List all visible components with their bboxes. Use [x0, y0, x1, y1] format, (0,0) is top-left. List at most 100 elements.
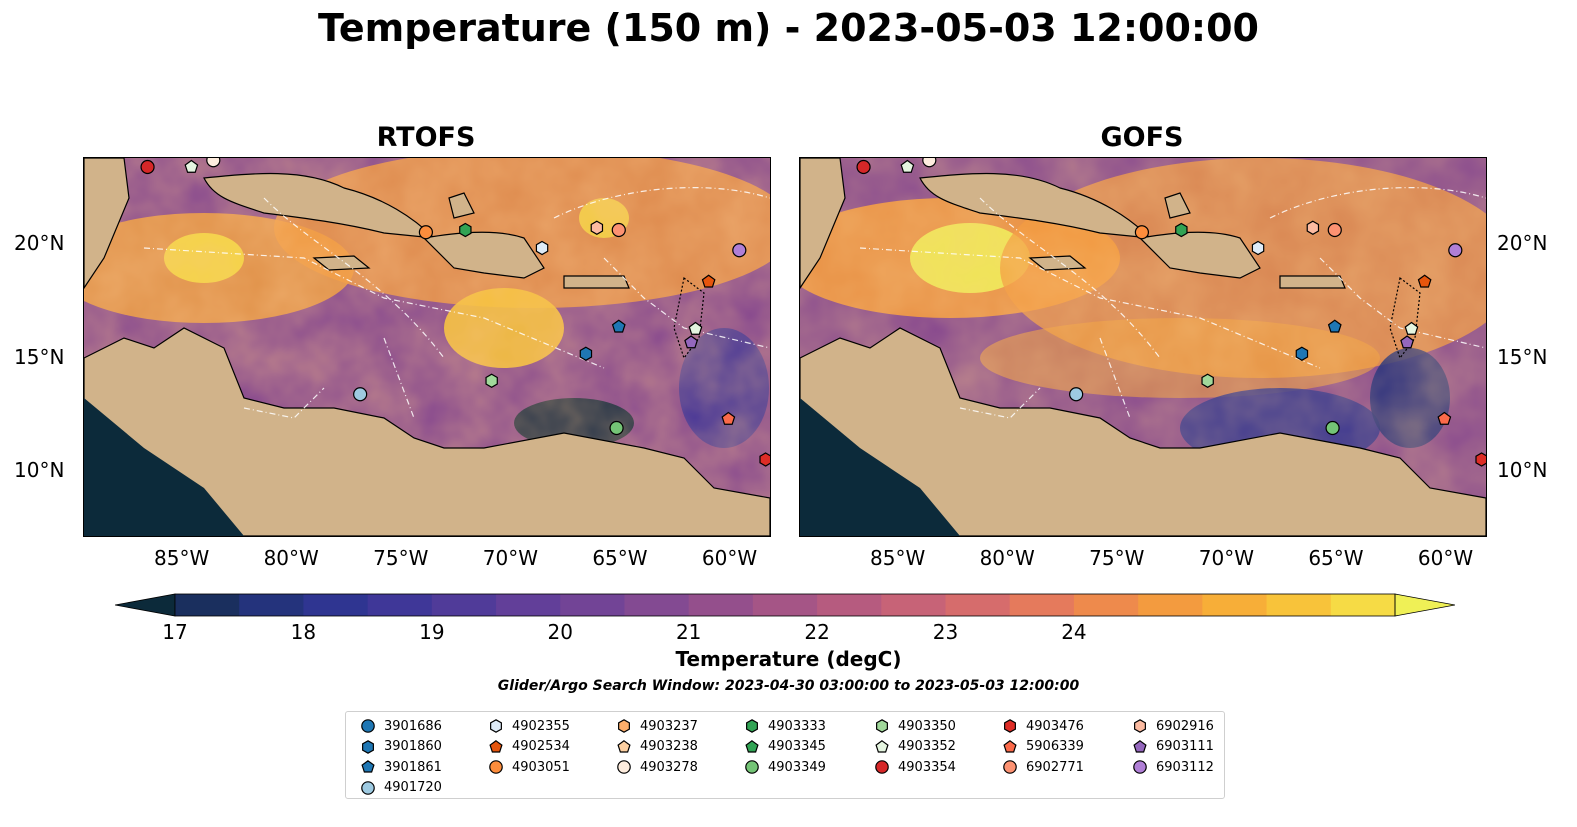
legend-item-4903333: 4903333	[744, 716, 826, 736]
lon-tick-label: 60°W	[701, 546, 758, 570]
colorbar-segment	[303, 594, 369, 616]
float-marker-3901860[interactable]	[579, 346, 593, 361]
float-marker-4903278[interactable]	[206, 158, 221, 168]
colorbar-segment	[1266, 594, 1332, 616]
legend-label: 6902916	[1156, 718, 1214, 734]
legend-label: 6903111	[1156, 739, 1214, 754]
float-marker-4902355[interactable]	[535, 240, 549, 256]
circle-marker-icon	[1133, 760, 1147, 774]
pentagon-marker-icon	[489, 739, 503, 753]
colorbar-segment	[431, 594, 497, 616]
float-marker-4901720[interactable]	[1069, 387, 1084, 402]
float-marker-6902916[interactable]	[590, 220, 604, 235]
colorbar-tick-label: 20	[547, 620, 573, 644]
float-marker-4903352[interactable]	[1404, 321, 1419, 335]
float-marker-4903476[interactable]	[1475, 452, 1486, 467]
float-marker-6902771[interactable]	[1327, 222, 1342, 238]
float-marker-4903051[interactable]	[418, 225, 434, 240]
pentagon-marker-icon	[745, 739, 759, 753]
colorbar-tick-label: 24	[1061, 620, 1087, 644]
legend-label: 4903352	[898, 739, 956, 754]
legend-label: 3901861	[384, 759, 442, 775]
lon-tick-label: 80°W	[979, 546, 1035, 570]
lon-tick-label: 65°W	[1308, 546, 1364, 570]
colorbar-segment	[752, 594, 818, 616]
legend-item-4903237: 4903237	[616, 716, 698, 736]
legend-label: 4903354	[898, 759, 956, 775]
float-marker-4903051[interactable]	[1134, 225, 1150, 240]
float-marker-4902534[interactable]	[1417, 274, 1432, 288]
legend-item-4903051: 4903051	[488, 757, 570, 777]
float-marker-4903352[interactable]	[900, 159, 915, 173]
colorbar-segment	[367, 594, 433, 616]
float-marker-4903352[interactable]	[184, 159, 199, 173]
panel-title-rtofs: RTOFS	[376, 122, 476, 153]
colorbar-segment	[1202, 594, 1268, 616]
lat-tick-right-20n: 20°N	[1497, 231, 1548, 255]
float-marker-3901861[interactable]	[1327, 319, 1342, 333]
hexagon-marker-icon	[618, 719, 630, 733]
legend-item-6903112: 6903112	[1132, 757, 1214, 777]
legend-item-3901686: 3901686	[360, 716, 442, 736]
float-marker-4903349[interactable]	[609, 420, 624, 436]
float-marker-5906339[interactable]	[721, 411, 736, 425]
legend-item-4902355: 4902355	[488, 716, 570, 736]
float-marker-4901720[interactable]	[353, 387, 368, 402]
legend-item-4903278: 4903278	[616, 757, 698, 777]
colorbar-segment	[175, 594, 240, 616]
legend-label: 4903051	[512, 759, 570, 775]
pentagon-marker-icon	[361, 760, 375, 773]
lat-tick-left-15n: 15°N	[14, 345, 65, 369]
hexagon-marker-icon	[876, 719, 888, 733]
float-marker-4903350[interactable]	[485, 373, 498, 388]
lon-tick-label: 65°W	[592, 546, 648, 570]
temperature-colorbar	[115, 593, 1455, 617]
colorbar-segment	[817, 594, 882, 616]
lon-tick-label: 70°W	[482, 546, 538, 570]
legend-label: 4902534	[512, 739, 570, 754]
float-marker-6903111[interactable]	[684, 335, 698, 349]
hexagon-marker-icon	[490, 719, 502, 733]
colorbar-segment	[881, 594, 947, 616]
float-marker-3901861[interactable]	[611, 319, 626, 333]
float-marker-4903350[interactable]	[1201, 373, 1214, 388]
lon-tick-label: 85°W	[154, 546, 210, 570]
legend-item-4903476: 4903476	[1002, 716, 1084, 736]
map-panel-gofs[interactable]	[799, 157, 1487, 537]
pentagon-marker-icon	[617, 739, 631, 753]
float-marker-3901860[interactable]	[1295, 346, 1309, 361]
float-marker-6903112[interactable]	[732, 243, 747, 258]
float-marker-4903278[interactable]	[922, 158, 937, 168]
search-window-text: Glider/Argo Search Window: 2023-04-30 03…	[497, 678, 1080, 694]
float-marker-4903354[interactable]	[140, 159, 155, 175]
legend-item-6902771: 6902771	[1002, 757, 1084, 777]
float-marker-4903333[interactable]	[1175, 222, 1188, 238]
float-marker-6902771[interactable]	[611, 222, 626, 238]
float-marker-6903112[interactable]	[1448, 243, 1463, 258]
float-marker-4903352[interactable]	[688, 321, 703, 335]
lon-tick-label: 60°W	[1417, 546, 1474, 570]
float-marker-4903476[interactable]	[759, 452, 770, 467]
legend-label: 4903345	[768, 739, 826, 754]
float-marker-6903111[interactable]	[1400, 335, 1414, 349]
colorbar-segment	[1330, 594, 1396, 616]
colorbar-tick-label: 19	[419, 620, 445, 644]
float-marker-4903354[interactable]	[856, 159, 871, 175]
circle-marker-icon	[489, 760, 503, 774]
map-panel-rtofs[interactable]	[83, 157, 771, 537]
colorbar-segment	[560, 594, 625, 616]
lon-tick-label: 75°W	[373, 546, 429, 570]
float-marker-4903333[interactable]	[459, 222, 472, 238]
pentagon-marker-icon	[875, 739, 889, 753]
lat-tick-right-10n: 10°N	[1497, 458, 1548, 482]
legend-item-4902534: 4902534	[488, 737, 570, 757]
legend-label: 4903476	[1026, 718, 1084, 734]
float-marker-6902916[interactable]	[1306, 220, 1320, 235]
legend-item-4903354: 4903354	[874, 757, 956, 777]
float-marker-4902355[interactable]	[1251, 240, 1265, 256]
lat-tick-left-20n: 20°N	[14, 231, 65, 255]
float-marker-4902534[interactable]	[701, 274, 716, 288]
figure-title: Temperature (150 m) - 2023-05-03 12:00:0…	[317, 6, 1259, 50]
float-marker-4903349[interactable]	[1325, 420, 1340, 436]
float-marker-5906339[interactable]	[1437, 411, 1452, 425]
